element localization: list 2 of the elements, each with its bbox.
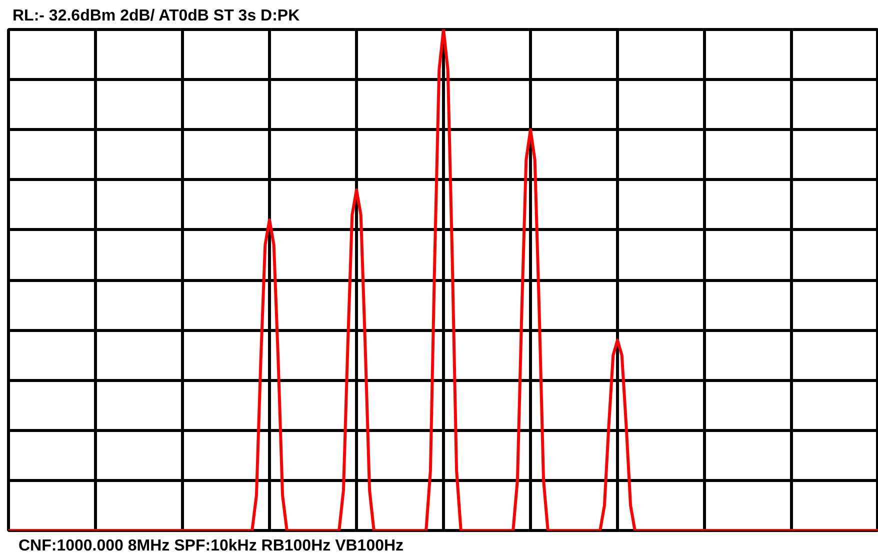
text: CNF:1000.000 8MHz SPF:10kHz RB100Hz VB100Hz [18, 538, 404, 554]
chart-title: RL:- 32.6dBm 2dB/ AT0dB ST 3s D:PK [12, 8, 300, 24]
